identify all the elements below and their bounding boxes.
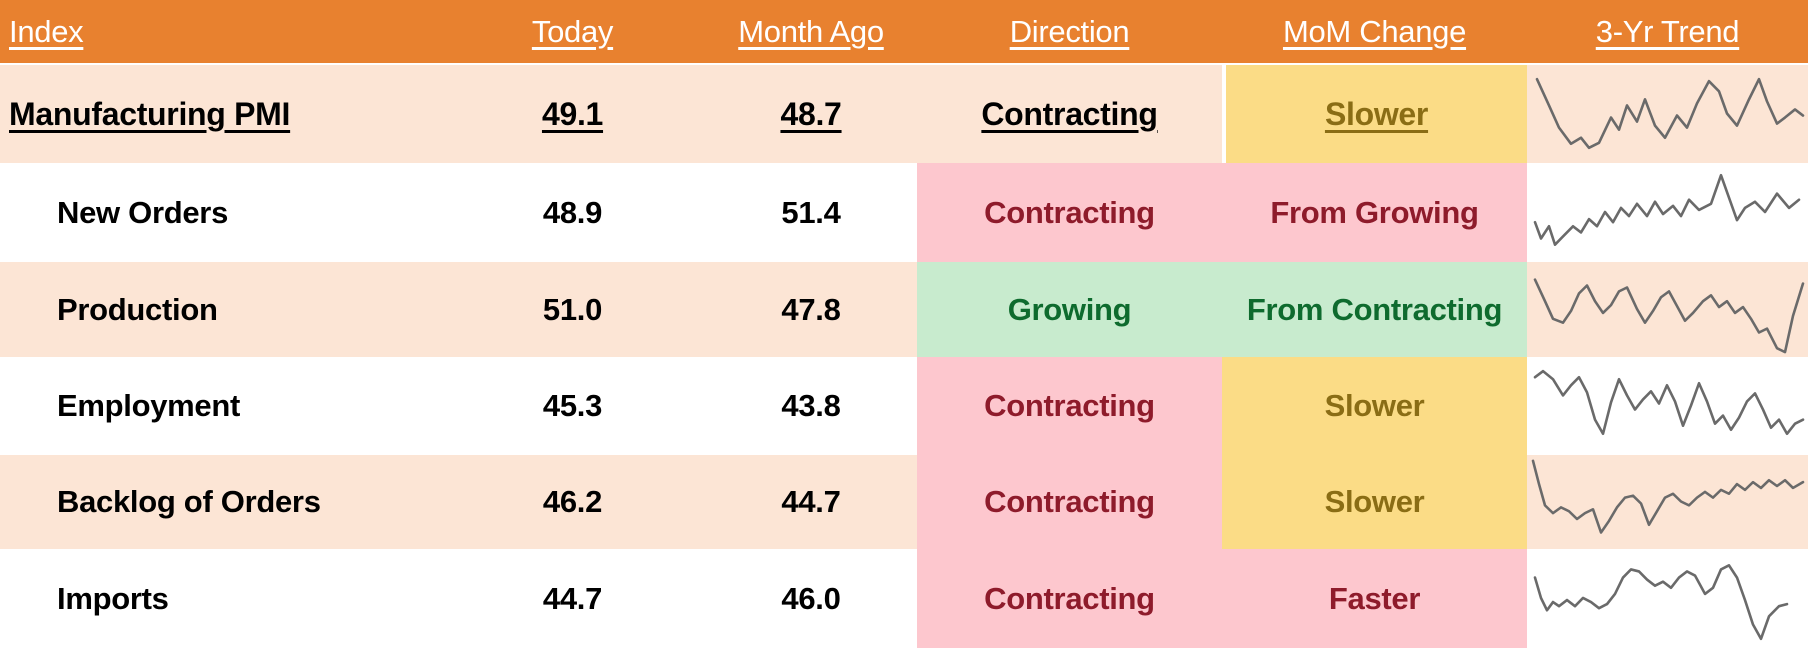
index-label: New Orders <box>57 194 229 230</box>
table-row-imports: Imports 44.7 46.0 Contracting Faster <box>0 549 1808 648</box>
direction-value: Contracting <box>917 455 1222 549</box>
trend-sparkline-cell <box>1527 455 1808 549</box>
direction-value: Contracting <box>917 163 1222 262</box>
header-direction: Direction <box>1009 13 1130 49</box>
today-value: 45.3 <box>542 388 603 423</box>
trend-sparkline <box>1533 173 1801 246</box>
table-header-row: Index Today Month Ago Direction MoM Chan… <box>0 0 1808 63</box>
direction-value: Growing <box>917 262 1222 357</box>
today-value: 51.0 <box>440 262 705 357</box>
mom-change-value: From Contracting <box>1222 262 1527 357</box>
table-row-manufacturing-pmi: Manufacturing PMI 49.1 48.7 Contracting … <box>0 63 1808 163</box>
index-label: Backlog of Orders <box>0 455 440 549</box>
trend-sparkline-cell <box>1527 262 1808 357</box>
trend-sparkline <box>1533 369 1805 436</box>
month-ago-value: 46.0 <box>781 580 841 616</box>
today-value: 49.1 <box>440 65 705 163</box>
index-label: Employment <box>57 388 241 423</box>
mom-change-value: Slower <box>1222 357 1527 455</box>
month-ago-value: 43.8 <box>781 388 841 423</box>
trend-sparkline-cell <box>1527 163 1808 262</box>
today-value: 44.7 <box>542 580 603 616</box>
month-ago-value: 48.7 <box>705 65 917 163</box>
today-value: 48.9 <box>542 194 603 230</box>
header-month-ago: Month Ago <box>738 13 884 49</box>
trend-sparkline <box>1533 564 1789 641</box>
trend-sparkline <box>1531 459 1805 534</box>
month-ago-value: 47.8 <box>705 262 917 357</box>
mom-change-value: From Growing <box>1222 163 1527 262</box>
trend-sparkline-cell <box>1527 549 1808 648</box>
table-row-new-orders: New Orders 48.9 51.4 Contracting From Gr… <box>0 163 1808 262</box>
header-3yr-trend: 3-Yr Trend <box>1595 13 1740 49</box>
direction-value: Contracting <box>917 549 1222 648</box>
direction-value: Contracting <box>917 65 1222 163</box>
trend-sparkline-cell <box>1527 357 1808 455</box>
trend-sparkline <box>1535 77 1805 150</box>
direction-value: Contracting <box>917 357 1222 455</box>
header-index: Index <box>9 13 84 49</box>
table-row-backlog-of-orders: Backlog of Orders 46.2 44.7 Contracting … <box>0 455 1808 549</box>
index-label: Production <box>0 262 440 357</box>
month-ago-value: 51.4 <box>781 194 841 230</box>
header-mom-change: MoM Change <box>1282 13 1467 49</box>
trend-sparkline-cell <box>1527 65 1808 163</box>
today-value: 46.2 <box>440 455 705 549</box>
trend-sparkline <box>1533 278 1805 354</box>
month-ago-value: 44.7 <box>705 455 917 549</box>
mom-change-value: Faster <box>1222 549 1527 648</box>
header-today: Today <box>531 13 614 49</box>
mom-change-value: Slower <box>1222 65 1527 163</box>
index-label: Manufacturing PMI <box>0 65 440 163</box>
index-label: Imports <box>57 580 169 616</box>
table-row-production: Production 51.0 47.8 Growing From Contra… <box>0 262 1808 357</box>
table-row-employment: Employment 45.3 43.8 Contracting Slower <box>0 357 1808 455</box>
mom-change-value: Slower <box>1222 455 1527 549</box>
